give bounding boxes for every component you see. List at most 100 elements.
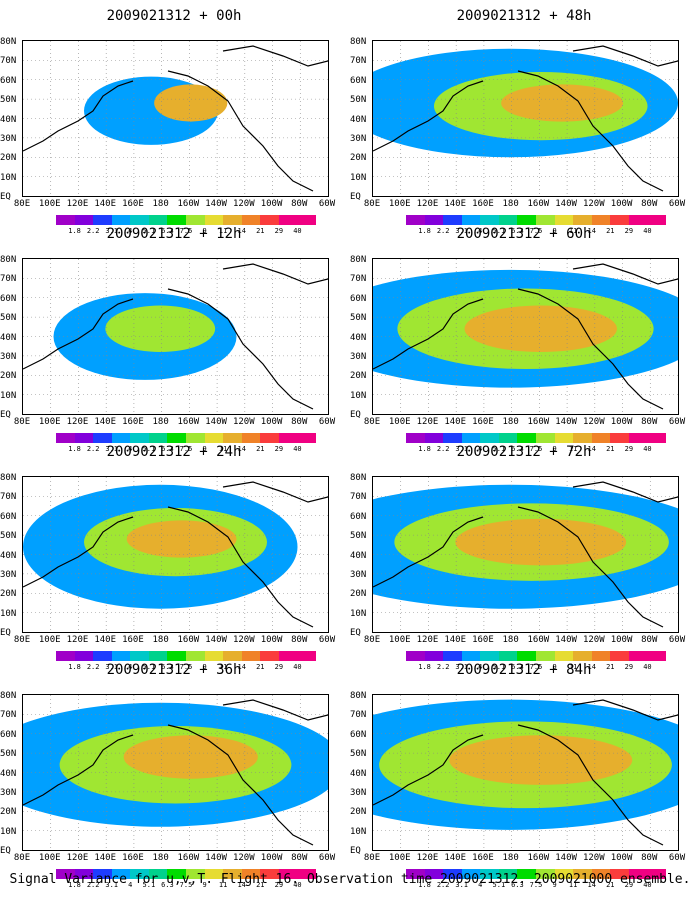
longitude-label: 180 [502,417,519,427]
colorbar-label: 21 [606,227,615,235]
colorbar-swatch [461,651,481,661]
colorbar-swatch [628,215,648,225]
longitude-label: 100E [388,853,411,863]
coastline [167,288,314,410]
longitude-label: 100E [388,417,411,427]
longitude-label: 80W [641,853,658,863]
latitude-label: 30N [0,569,17,580]
longitude-label: 80E [363,199,381,209]
colorbar-label: 7.5 [529,227,543,235]
colorbar-swatch [297,869,317,879]
longitude-label: 160W [177,853,200,863]
coastline [167,506,314,628]
panel-title: 2009021312 + 24h [106,444,242,460]
colorbar-swatch [130,869,149,879]
colorbar-label: 2.2 [86,663,100,671]
colorbar [56,215,317,225]
colorbar-swatch [443,215,462,225]
field-contour [455,518,627,566]
latitude-label: 30N [0,133,17,144]
colorbar-label: 11 [568,881,578,889]
colorbar-label: 1.8 [418,445,431,453]
colorbar-label: 21 [606,445,615,453]
colorbar-swatch [74,433,94,443]
colorbar-label: 2.2 [436,227,450,235]
colorbar-swatch [130,215,149,225]
latitude-label: 60N [350,293,367,304]
latitude-label: EQ [350,846,361,856]
colorbar-swatch [241,215,261,225]
colorbar-label: 14 [587,445,596,453]
field-contour [123,735,258,779]
latitude-label: 40N [0,114,17,125]
colorbar-label: 9 [202,663,207,671]
colorbar-label: 4 [478,663,483,671]
longitude-label: 100E [38,199,61,209]
longitude-label: 60W [318,199,336,209]
colorbar-swatch [591,433,611,443]
latitude-label: 10N [350,390,367,401]
colorbar-swatch [498,433,518,443]
colorbar-swatch [610,869,629,879]
colorbar-label: 6.3 [161,881,174,889]
colorbar-swatch [480,869,499,879]
colorbar-swatch [461,433,481,443]
colorbar-swatch [628,651,648,661]
colorbar-label: 40 [293,881,302,889]
longitude-label: 100E [388,635,411,645]
colorbar-swatch [591,869,611,879]
map-field [373,695,678,850]
longitude-label: 120E [66,199,89,209]
longitude-label: 100W [610,635,633,645]
colorbar-swatch [498,215,518,225]
colorbar-swatch [443,651,462,661]
colorbar-label: 1.8 [68,881,81,889]
map-panel [372,476,679,633]
latitude-label: 50N [0,313,17,324]
colorbar-swatch [223,869,242,879]
colorbar-label: 3.1 [105,445,119,453]
colorbar-swatch [204,869,224,879]
longitude-label: 160W [177,417,200,427]
longitude-label: 180 [152,635,169,645]
longitude-label: 100W [610,417,633,427]
colorbar-swatch [498,869,518,879]
colorbar-swatch [74,869,94,879]
colorbar-label: 11 [568,227,578,235]
latitude-label: 80N [0,255,17,265]
colorbar-swatch [186,869,205,879]
longitude-label: 100W [260,853,283,863]
colorbar [406,651,667,661]
colorbar-label: 9 [552,227,557,235]
longitude-label: 140W [205,199,227,209]
colorbar-swatch [517,651,537,661]
colorbar-swatch [74,651,94,661]
longitude-label: 80W [641,199,658,209]
colorbar-label: 40 [293,227,302,235]
latitude-label: 10N [0,390,17,401]
colorbar-swatch [647,433,667,443]
colorbar-swatch [573,869,592,879]
colorbar-label: 14 [587,663,596,671]
colorbar-label: 21 [606,881,615,889]
colorbar-label: 11 [218,445,228,453]
colorbar-swatch [223,215,242,225]
colorbar-swatch [517,869,537,879]
longitude-label: 160W [527,853,550,863]
longitude-label: 100W [260,417,283,427]
coastline [23,298,134,370]
coastline [572,263,678,285]
colorbar-swatch [591,651,611,661]
colorbar-label: 6.3 [511,445,524,453]
colorbar-label: 3.1 [455,445,469,453]
longitude-label: 140W [555,635,577,645]
colorbar-swatch [111,869,131,879]
latitude-label: 50N [0,749,17,760]
longitude-label: 60W [668,417,686,427]
colorbar-label: 11 [568,445,578,453]
colorbar-label: 4 [478,881,483,889]
latitude-label: 30N [0,787,17,798]
coastline [517,288,664,410]
latitude-label: 20N [350,807,367,818]
longitude-label: 100E [388,199,411,209]
